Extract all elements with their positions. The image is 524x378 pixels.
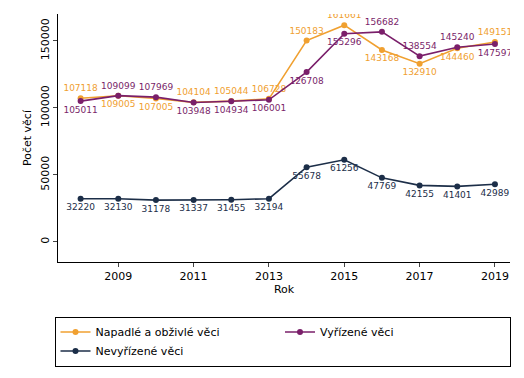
svg-text:155296: 155296 xyxy=(327,37,362,47)
svg-text:104104: 104104 xyxy=(176,87,211,97)
svg-text:31455: 31455 xyxy=(217,203,246,213)
svg-text:2019: 2019 xyxy=(481,270,509,283)
svg-text:150000: 150000 xyxy=(39,18,52,60)
svg-text:105011: 105011 xyxy=(63,105,97,115)
svg-text:107118: 107118 xyxy=(63,83,98,93)
svg-text:106001: 106001 xyxy=(252,103,286,113)
svg-text:100000: 100000 xyxy=(39,85,52,127)
svg-text:2009: 2009 xyxy=(104,270,132,283)
svg-text:126708: 126708 xyxy=(289,76,324,86)
svg-text:2011: 2011 xyxy=(180,270,208,283)
svg-text:Vyřízené věci: Vyřízené věci xyxy=(320,326,393,339)
svg-text:107005: 107005 xyxy=(139,102,173,112)
svg-text:31178: 31178 xyxy=(142,204,171,214)
svg-text:156682: 156682 xyxy=(365,17,399,27)
svg-text:147597: 147597 xyxy=(478,48,510,58)
svg-text:41401: 41401 xyxy=(443,190,472,200)
svg-text:61256: 61256 xyxy=(330,163,359,173)
svg-text:109099: 109099 xyxy=(101,81,136,91)
svg-text:104934: 104934 xyxy=(214,105,249,115)
svg-text:144460: 144460 xyxy=(440,52,475,62)
svg-text:2013: 2013 xyxy=(255,270,283,283)
svg-text:107969: 107969 xyxy=(139,82,174,92)
svg-text:150183: 150183 xyxy=(289,26,323,36)
svg-text:106728: 106728 xyxy=(252,84,287,94)
svg-text:32130: 32130 xyxy=(104,202,133,212)
svg-text:Rok: Rok xyxy=(274,283,295,296)
svg-text:42155: 42155 xyxy=(405,189,434,199)
svg-text:105044: 105044 xyxy=(214,86,249,96)
svg-text:Počet věcí: Počet věcí xyxy=(21,109,34,166)
svg-text:149151: 149151 xyxy=(478,27,510,37)
svg-text:42989: 42989 xyxy=(481,188,510,198)
svg-text:145240: 145240 xyxy=(440,32,475,42)
svg-text:138554: 138554 xyxy=(402,41,437,51)
svg-text:132910: 132910 xyxy=(402,67,437,77)
svg-text:143168: 143168 xyxy=(365,53,400,63)
svg-text:103948: 103948 xyxy=(176,106,211,116)
svg-text:32220: 32220 xyxy=(66,202,95,212)
svg-text:32194: 32194 xyxy=(255,202,284,212)
svg-text:31337: 31337 xyxy=(179,203,208,213)
svg-text:2015: 2015 xyxy=(330,270,358,283)
svg-text:109005: 109005 xyxy=(101,99,135,109)
svg-text:0: 0 xyxy=(39,237,52,244)
svg-text:Napadlé a obživlé věci: Napadlé a obživlé věci xyxy=(96,326,220,339)
svg-text:Nevyřízené věci: Nevyřízené věci xyxy=(96,345,184,358)
svg-text:2017: 2017 xyxy=(406,270,434,283)
svg-text:161661: 161661 xyxy=(327,14,361,20)
svg-text:50000: 50000 xyxy=(39,156,52,191)
svg-text:47769: 47769 xyxy=(368,181,397,191)
svg-text:55678: 55678 xyxy=(292,171,321,181)
